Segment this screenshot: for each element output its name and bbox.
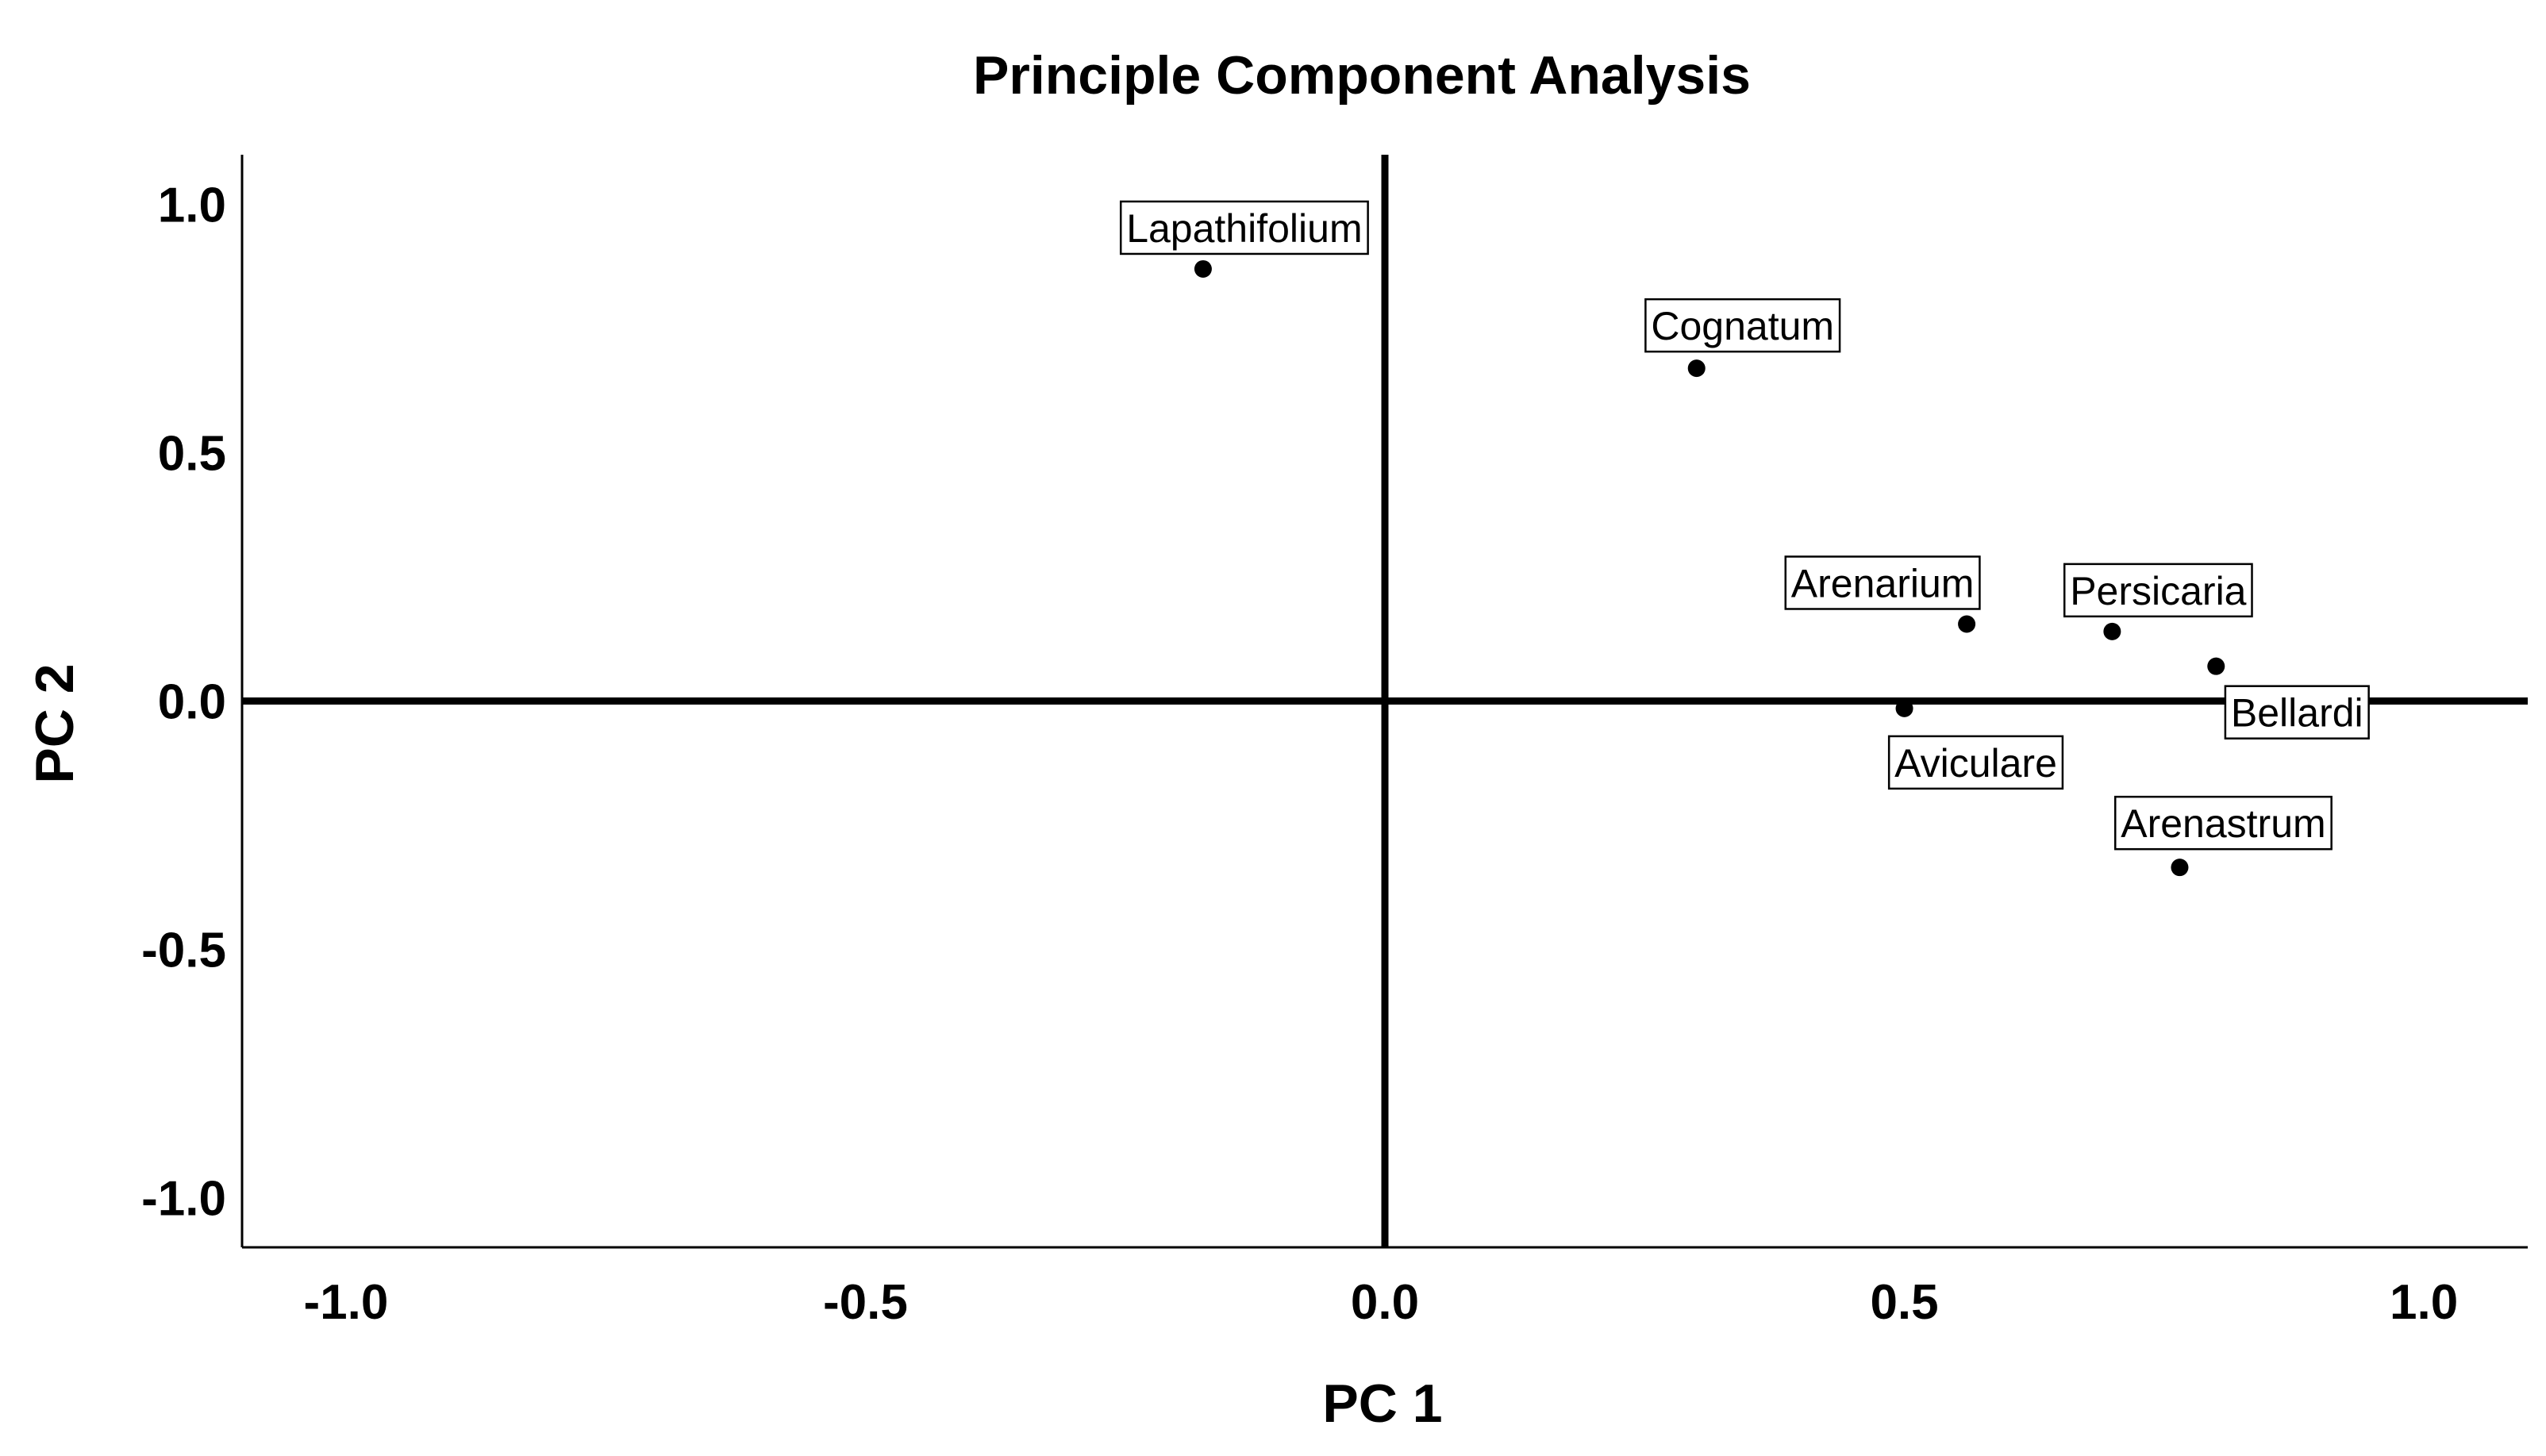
y-tick-label: 0.5: [158, 427, 226, 482]
reference-lines: [242, 155, 2528, 1247]
data-point: Bellardi: [2207, 657, 2370, 740]
point-marker: [1194, 259, 1212, 278]
point-marker: [1687, 359, 1706, 378]
point-label: Persicaria: [2070, 569, 2246, 613]
point-label-box: [2224, 685, 2370, 740]
point-label-box: [1784, 555, 1981, 610]
data-point: Aviculare: [1887, 699, 2064, 790]
point-marker: [1895, 699, 1913, 717]
point-label-box: [2113, 795, 2333, 851]
point-label-box: [1887, 735, 2064, 790]
y-tick-label: -0.5: [141, 923, 226, 978]
y-tick-label: 0.0: [158, 675, 226, 730]
point-label: Arenarium: [1791, 561, 1975, 605]
point-label: Arenastrum: [2121, 801, 2325, 846]
x-tick-label: 1.0: [2390, 1275, 2458, 1330]
point-label-box: [1644, 298, 1841, 353]
data-point: Arenastrum: [2113, 795, 2333, 877]
point-label: Cognatum: [1651, 304, 1834, 348]
x-axis-label: PC 1: [1322, 1373, 1442, 1434]
data-point: Persicaria: [2063, 563, 2253, 640]
y-tick-label: 1.0: [158, 179, 226, 233]
x-tick-label: -1.0: [303, 1275, 388, 1330]
x-tick-label: 0.0: [1351, 1275, 1419, 1330]
y-axis-label: PC 2: [25, 663, 85, 783]
x-tick-label: 0.5: [1870, 1275, 1938, 1330]
point-marker: [2171, 859, 2189, 877]
point-label: Lapathifolium: [1126, 206, 1362, 251]
data-point: Arenarium: [1784, 555, 1981, 633]
point-marker: [2103, 622, 2121, 640]
data-points: Lapathifolium Cognatum Arenarium Persicaria…: [1119, 200, 2370, 877]
data-point: Lapathifolium: [1119, 200, 1369, 278]
data-point: Cognatum: [1644, 298, 1841, 378]
point-marker: [2207, 657, 2225, 675]
y-tick-label: -1.0: [141, 1171, 226, 1226]
y-tick-labels: -1.0 -0.5 0.0 0.5 1.0: [141, 179, 226, 1227]
point-marker: [1958, 615, 1976, 633]
x-tick-labels: -1.0 -0.5 0.0 0.5 1.0: [303, 1275, 2458, 1330]
point-label: Bellardi: [2231, 691, 2363, 736]
chart-title: Principle Component Analysis: [973, 45, 1751, 106]
point-label: Aviculare: [1894, 741, 2057, 786]
x-tick-label: -0.5: [823, 1275, 908, 1330]
point-label-box: [1119, 200, 1369, 255]
point-label-box: [2063, 563, 2253, 618]
